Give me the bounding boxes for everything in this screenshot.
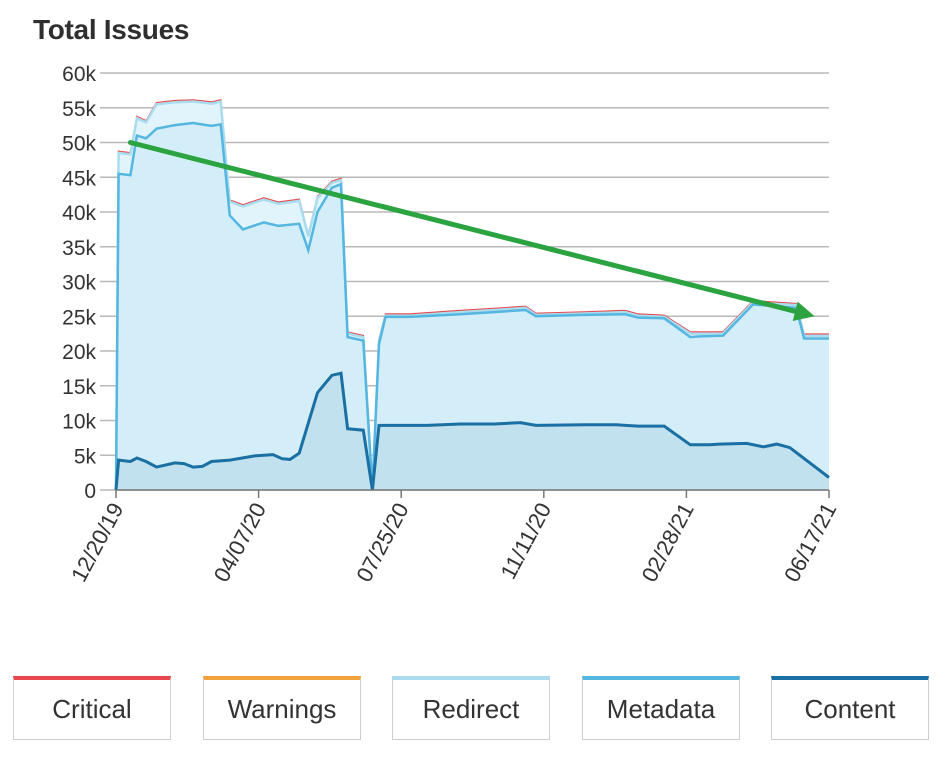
metadata-area bbox=[116, 123, 829, 490]
trend-arrow-head bbox=[792, 301, 815, 322]
x-tick-label: 07/25/20 bbox=[351, 499, 413, 586]
legend-redirect-button[interactable]: Redirect bbox=[392, 676, 550, 740]
x-tick-label: 06/17/21 bbox=[779, 499, 841, 586]
y-tick-label: 15k bbox=[62, 376, 96, 399]
y-tick-label: 0 bbox=[84, 480, 96, 503]
series-lines bbox=[114, 99, 830, 491]
redirect-series-line bbox=[114, 99, 829, 491]
legend-critical-button[interactable]: Critical bbox=[13, 676, 171, 740]
y-tick-label: 60k bbox=[62, 63, 96, 86]
content-area bbox=[116, 373, 829, 490]
legend-warnings-button[interactable]: Warnings bbox=[203, 676, 361, 740]
x-axis bbox=[115, 489, 830, 498]
legend-content-button[interactable]: Content bbox=[771, 676, 929, 740]
trend-arrow-shaft bbox=[127, 140, 798, 314]
x-tick-label: 02/28/21 bbox=[637, 499, 699, 586]
x-axis-tick-labels: 12/20/19 04/07/20 07/25/20 11/11/20 02/28/21… bbox=[66, 499, 841, 586]
y-axis-tick-labels: 60k 55k 50k 45k 40k 35k 30k 25k 20k 15k 10k 5k 0 bbox=[62, 63, 96, 503]
y-tick-label: 10k bbox=[62, 411, 96, 434]
metadata-series-line bbox=[114, 121, 829, 491]
content-series-line bbox=[114, 371, 830, 491]
x-tick-label: 12/20/19 bbox=[66, 499, 128, 586]
series-areas bbox=[116, 101, 829, 490]
x-tick-label: 11/11/20 bbox=[495, 499, 556, 583]
y-tick-label: 30k bbox=[62, 272, 96, 295]
legend-metadata-button[interactable]: Metadata bbox=[582, 676, 740, 740]
y-tick-label: 50k bbox=[62, 133, 96, 156]
chart-title: Total Issues bbox=[33, 14, 190, 45]
y-tick-label: 45k bbox=[62, 167, 96, 190]
x-tick-label: 04/07/20 bbox=[209, 499, 271, 586]
y-tick-label: 55k bbox=[62, 98, 96, 121]
y-tick-label: 40k bbox=[62, 202, 96, 225]
trend-annotation bbox=[127, 140, 815, 322]
total-issues-chart: 60k 55k 50k 45k 40k 35k 30k 25k 20k 15k 10k 5k 0 12/… bbox=[62, 63, 841, 586]
y-tick-label: 5k bbox=[74, 445, 97, 468]
critical-series-line bbox=[115, 99, 829, 489]
y-tick-label: 35k bbox=[62, 237, 96, 260]
y-tick-label: 25k bbox=[62, 306, 96, 329]
y-tick-label: 20k bbox=[62, 341, 96, 364]
